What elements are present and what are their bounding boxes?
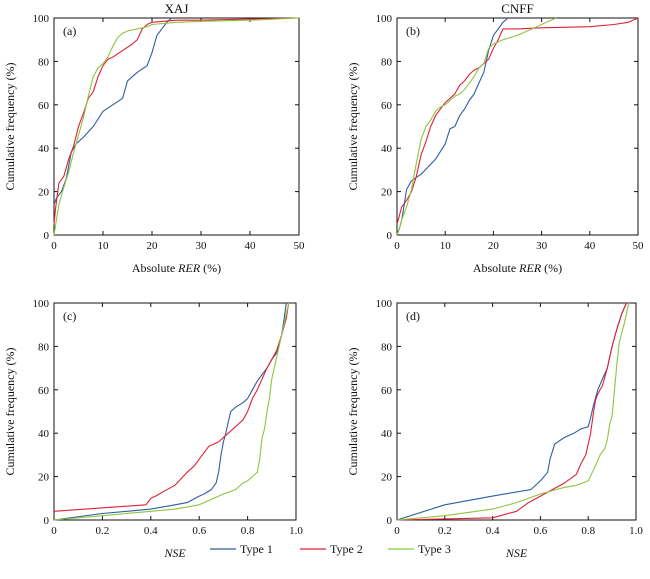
x-tick-label: 0.2	[438, 525, 452, 537]
plot-frame	[396, 17, 639, 236]
plot-frame	[53, 17, 300, 236]
x-tick-label: 30	[196, 240, 208, 252]
y-axis-label: Cumulative frequency (%)	[3, 63, 17, 191]
legend-label-type-1: Type 1	[240, 542, 273, 556]
series-line-type-2	[53, 302, 290, 512]
panel-tag: (c)	[63, 309, 76, 323]
x-axis-label-part: RER	[518, 261, 542, 275]
x-tick-label: 40	[584, 240, 596, 252]
y-tick-label: 0	[387, 230, 393, 242]
legend: Type 1 Type 2 Type 3	[210, 542, 451, 556]
y-tick-label: 20	[38, 472, 50, 484]
y-tick-label: 100	[376, 13, 393, 25]
x-tick-label: 0	[51, 525, 57, 537]
y-tick-label: 20	[381, 472, 393, 484]
plot-frame	[396, 302, 637, 521]
panel-tag: (a)	[63, 24, 76, 38]
x-tick-label: 20	[488, 240, 500, 252]
x-axis-label-part: (%)	[200, 261, 221, 275]
y-tick-label: 80	[381, 341, 393, 353]
panel-tag: (b)	[406, 24, 420, 38]
y-tick-label: 60	[38, 385, 50, 397]
x-axis-label-part: NSE	[505, 546, 528, 560]
x-tick-label: 10	[440, 240, 452, 252]
y-tick-label: 80	[381, 56, 393, 68]
x-tick-label: 0.2	[96, 525, 110, 537]
x-tick-label: 30	[536, 240, 548, 252]
x-tick-label: 50	[633, 240, 645, 252]
y-tick-label: 100	[33, 13, 50, 25]
chart-title: XAJ	[165, 1, 189, 16]
legend-label-type-3: Type 3	[418, 542, 451, 556]
x-tick-label: 1.0	[289, 525, 303, 537]
chart-title: CNFF	[501, 1, 534, 16]
x-tick-label: 0.4	[486, 525, 500, 537]
x-tick-label: 0	[394, 525, 400, 537]
x-axis-label: NSE	[163, 546, 186, 560]
panels: 0 10 20 30 40 50020406080100(a)XAJCumulative …	[3, 1, 644, 560]
x-axis-label: NSE	[505, 546, 528, 560]
y-tick-label: 0	[387, 515, 393, 527]
y-tick-label: 0	[44, 230, 50, 242]
y-tick-label: 100	[376, 298, 393, 310]
x-axis-label-part: Absolute	[132, 261, 178, 275]
y-axis-label: Cumulative frequency (%)	[3, 348, 17, 476]
x-tick-label: 1.0	[629, 525, 643, 537]
x-tick-label: 0.6	[192, 525, 206, 537]
series-line-type-1	[396, 17, 509, 236]
legend-label-type-2: Type 2	[330, 542, 363, 556]
x-axis-label: Absolute RER (%)	[473, 261, 562, 275]
chart-panel-2: 0 10 20 30 40 50 0 20 40 60 80 100 (b) CNFF Cumulative…	[346, 1, 644, 275]
x-axis-label-part: Absolute	[473, 261, 519, 275]
x-tick-label: 0.4	[144, 525, 158, 537]
series-line-type-3	[53, 302, 290, 521]
series-line-type-3	[396, 302, 630, 521]
series-line-type-1	[396, 302, 627, 521]
y-tick-label: 0	[44, 515, 50, 527]
x-axis-label: Absolute RER (%)	[132, 261, 221, 275]
y-tick-label: 40	[38, 143, 50, 155]
y-tick-label: 40	[38, 428, 50, 440]
panel-tag: (d)	[406, 309, 420, 323]
series-line-type-3	[396, 17, 557, 236]
x-tick-label: 20	[147, 240, 159, 252]
x-tick-label: 0	[51, 240, 57, 252]
y-tick-label: 80	[38, 56, 50, 68]
series-line-type-3	[53, 17, 300, 236]
x-tick-label: 40	[245, 240, 257, 252]
y-tick-label: 60	[38, 100, 50, 112]
y-axis-label: Cumulative frequency (%)	[346, 63, 360, 191]
x-axis-label-part: (%)	[541, 261, 562, 275]
y-tick-label: 20	[38, 187, 50, 199]
y-tick-label: 80	[38, 341, 50, 353]
y-tick-label: 60	[381, 385, 393, 397]
chart-panel-3: 0 0.2 0.4 0.6 0.8 1.0 0 20 40 60 80 100 (c) Cumulativ…	[3, 298, 303, 560]
y-tick-label: 40	[381, 143, 393, 155]
y-tick-label: 100	[33, 298, 50, 310]
y-tick-label: 20	[381, 187, 393, 199]
x-axis-label-part: NSE	[163, 546, 186, 560]
x-tick-label: 0.8	[581, 525, 595, 537]
series-line-type-2	[396, 17, 639, 225]
x-axis-label-part: RER	[177, 261, 201, 275]
y-tick-label: 40	[381, 428, 393, 440]
x-tick-label: 10	[98, 240, 110, 252]
y-tick-label: 60	[381, 100, 393, 112]
x-tick-label: 0.6	[534, 525, 548, 537]
x-tick-label: 0	[394, 240, 400, 252]
x-tick-label: 50	[294, 240, 306, 252]
chart-panel-1: 0 10 20 30 40 50 0 20 40 60 80 100 (a) XAJ Cumulative …	[3, 1, 305, 275]
chart-panel-4: 0 0.2 0.4 0.6 0.8 1.0 0 20 40 60 80 100 (d) Cumulativ…	[346, 298, 643, 560]
x-tick-label: 0.8	[241, 525, 255, 537]
y-axis-label: Cumulative frequency (%)	[346, 348, 360, 476]
series-line-type-2	[53, 17, 300, 225]
series-line-type-2	[396, 302, 627, 521]
plot-frame	[53, 302, 297, 521]
